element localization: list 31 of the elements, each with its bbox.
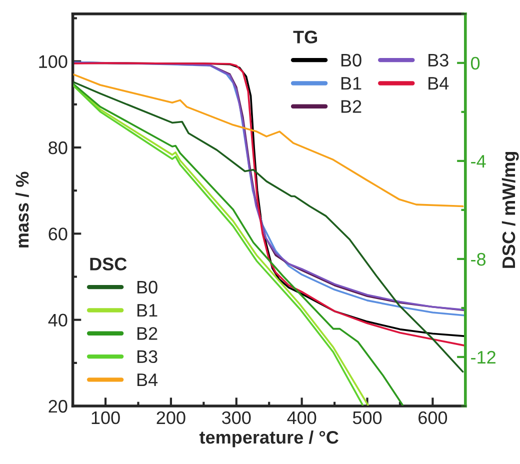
y2-tick-label: 0 [470, 56, 480, 70]
x-axis-title: temperature / °C [199, 430, 338, 448]
x-tick-label: 400 [287, 411, 316, 424]
y-tick-label: 40 [48, 314, 68, 327]
legend-label: B4 [428, 77, 449, 90]
legend-label: B2 [137, 327, 158, 340]
y-tick-label: 100 [39, 55, 68, 68]
y2-axis-title: DSC / mW/mg [502, 152, 519, 268]
line-series [72, 73, 464, 208]
x-tick-label: 500 [352, 411, 382, 424]
x-tick-label: 200 [156, 411, 186, 424]
legend-label: B4 [137, 374, 158, 386]
y-tick-label: 20 [48, 400, 68, 413]
y2-tick-label: -8 [471, 252, 486, 266]
legend-label: B1 [137, 304, 158, 317]
x-tick-label: 600 [418, 411, 448, 424]
x-tick-label: 300 [222, 411, 251, 424]
legend-label: B3 [428, 54, 448, 67]
legend-label: B3 [137, 350, 158, 364]
y2-tick-label: -12 [471, 350, 496, 364]
y-tick-label: 80 [48, 141, 68, 154]
legend-label: B0 [341, 54, 362, 67]
legend-label: B2 [341, 100, 362, 113]
y2-tick-label: -4 [471, 155, 486, 168]
y-tick-label: 60 [48, 228, 68, 240]
text: TG [293, 30, 317, 44]
text: DSC [90, 258, 127, 270]
legend-label: B1 [341, 77, 362, 90]
legend-label: B0 [137, 280, 158, 294]
y-axis-title: mass / % [15, 172, 29, 248]
x-tick-label: 100 [92, 411, 120, 424]
